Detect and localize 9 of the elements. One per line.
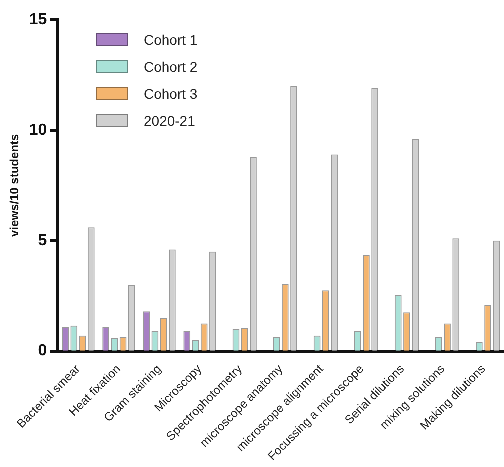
- y-tick-label: 15: [29, 11, 48, 28]
- y-tick-label: 10: [29, 122, 48, 139]
- y-axis-title: views/10 students: [8, 134, 22, 238]
- y-tick-label: 5: [38, 232, 48, 250]
- legend-label: Cohort 1: [144, 32, 198, 48]
- legend-label: Cohort 2: [144, 58, 198, 74]
- legend-label: 2020-21: [144, 112, 196, 128]
- y-tick-label: 0: [38, 342, 48, 360]
- legend-label: Cohort 3: [144, 86, 198, 102]
